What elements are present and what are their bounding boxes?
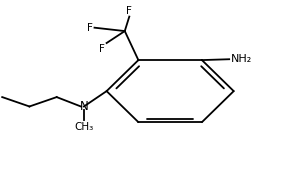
- Text: F: F: [126, 6, 132, 16]
- Text: NH₂: NH₂: [231, 54, 252, 64]
- Text: N: N: [80, 100, 88, 113]
- Text: F: F: [87, 23, 93, 33]
- Text: CH₃: CH₃: [74, 122, 94, 132]
- Text: F: F: [99, 44, 105, 54]
